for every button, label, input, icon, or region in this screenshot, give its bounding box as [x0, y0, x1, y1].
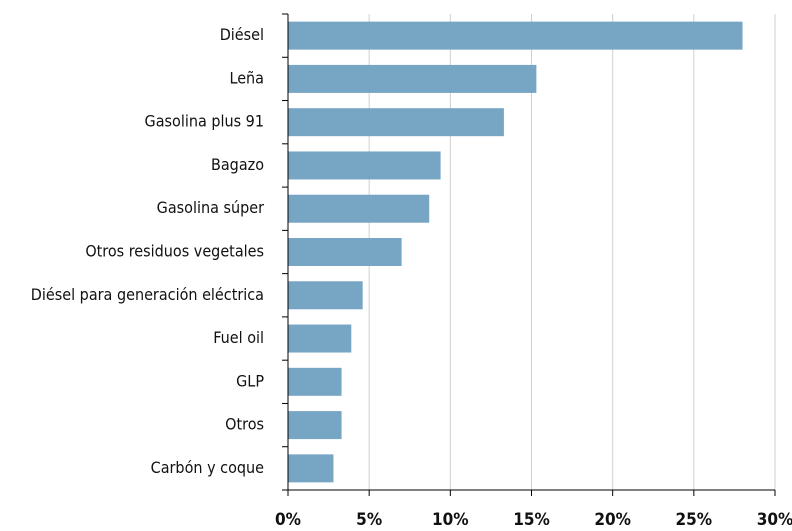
bar	[288, 324, 352, 353]
y-tick-label: Bagazo	[211, 155, 264, 174]
bar	[288, 281, 363, 310]
y-tick-label: Gasolina plus 91	[145, 112, 264, 131]
x-tick-label: 30%	[757, 510, 792, 530]
y-tick-label: Diésel para generación eléctrica	[31, 285, 264, 304]
x-tick-label: 5%	[356, 510, 382, 530]
y-tick-label: Otros residuos vegetales	[85, 242, 264, 261]
bar	[288, 367, 342, 396]
x-tick-label: 25%	[676, 510, 713, 530]
y-tick-label: Leña	[229, 68, 264, 87]
x-tick-label: 20%	[594, 510, 631, 530]
bar	[288, 64, 537, 93]
x-tick-label: 15%	[513, 510, 550, 530]
x-tick-label: 10%	[432, 510, 469, 530]
bar	[288, 194, 430, 223]
bar	[288, 411, 342, 440]
y-tick-label: Otros	[225, 415, 264, 434]
y-tick-label: Carbón y coque	[151, 458, 265, 477]
y-tick-label: Fuel oil	[213, 328, 264, 347]
x-tick-label: 0%	[275, 510, 301, 530]
bar	[288, 108, 504, 137]
bar	[288, 454, 334, 483]
bar	[288, 238, 402, 266]
y-tick-label: GLP	[236, 371, 264, 390]
y-tick-label: Gasolina súper	[157, 198, 264, 217]
bar	[288, 21, 743, 50]
bar	[288, 151, 441, 180]
y-tick-label: Diésel	[220, 25, 264, 44]
